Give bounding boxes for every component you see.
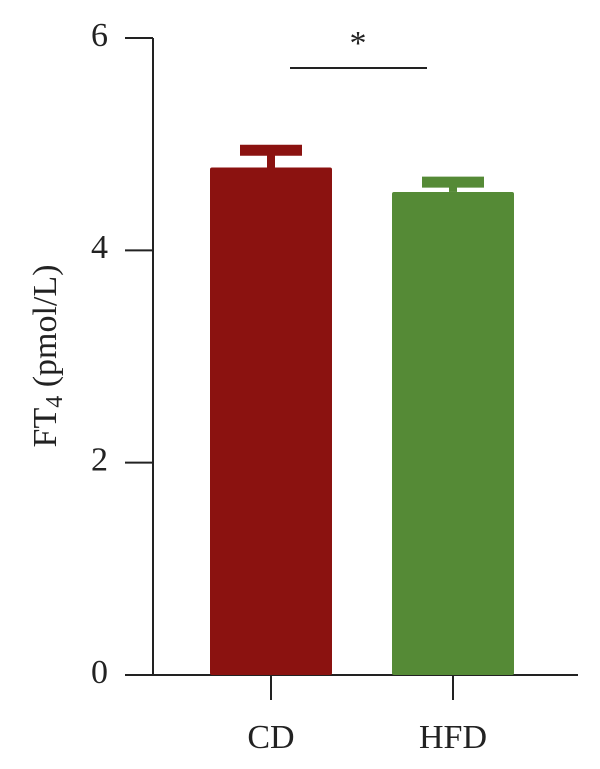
significance-star: * — [350, 25, 367, 62]
x-tick-label: CD — [247, 719, 294, 756]
bar — [210, 167, 332, 676]
y-label-unit: (pmol/L) — [27, 265, 64, 396]
y-tick-label: 4 — [91, 229, 108, 266]
y-tick-label: 2 — [91, 441, 108, 478]
y-label-sub: 4 — [42, 396, 68, 408]
y-tick-label: 0 — [91, 654, 108, 691]
y-label-main: FT — [27, 408, 64, 448]
y-axis-label: FT4 (pmol/L) — [27, 265, 68, 448]
y-tick-label: 6 — [91, 17, 108, 54]
x-tick-label: HFD — [419, 719, 487, 756]
bar — [392, 191, 514, 676]
